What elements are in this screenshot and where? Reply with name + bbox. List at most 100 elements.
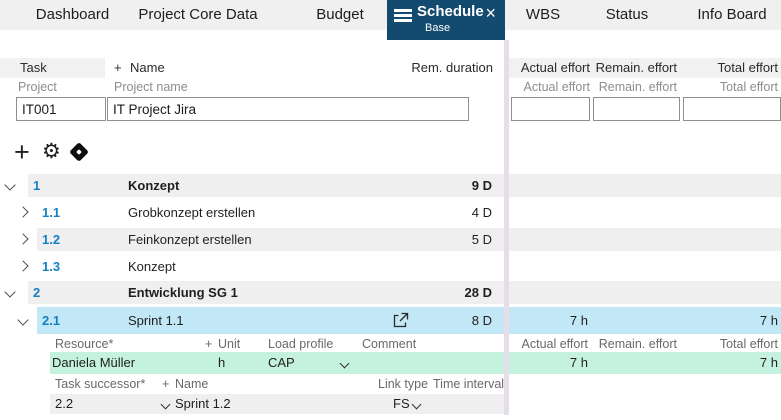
resource-actual-col: Actual effort bbox=[521, 337, 588, 351]
unit-col: Unit bbox=[218, 337, 241, 351]
task-duration: 28 D bbox=[464, 285, 492, 300]
task-number: 1.2 bbox=[42, 232, 61, 247]
close-tab-icon[interactable]: × bbox=[485, 3, 496, 23]
task-number: 2 bbox=[33, 285, 41, 300]
expand-icon[interactable] bbox=[17, 233, 29, 245]
project-total-label: Total effort bbox=[719, 80, 778, 94]
task-name: Konzept bbox=[128, 259, 176, 274]
task-row[interactable]: 2 Entwicklung SG 1 28 D bbox=[0, 281, 781, 304]
active-tab-sublabel: Base bbox=[425, 22, 451, 34]
task-actual-effort: 7 h bbox=[569, 313, 588, 328]
open-task-icon[interactable] bbox=[392, 312, 409, 329]
task-number: 1 bbox=[33, 178, 41, 193]
resource-actual-value: 7 h bbox=[569, 355, 588, 370]
tab-info-board[interactable]: Info Board bbox=[697, 6, 767, 23]
collapse-icon[interactable] bbox=[17, 314, 29, 326]
task-total-effort: 7 h bbox=[759, 313, 778, 328]
row-band-2 bbox=[28, 281, 781, 304]
task-name: Grobkonzept erstellen bbox=[128, 205, 256, 220]
col-rem-duration: Rem. duration bbox=[411, 60, 493, 75]
resource-col: Resource* bbox=[55, 337, 114, 351]
expand-icon[interactable] bbox=[17, 206, 29, 218]
col-actual-effort: Actual effort bbox=[520, 60, 590, 75]
col-name: Name bbox=[130, 60, 165, 75]
successor-row[interactable]: 2.2 Sprint 1.2 FS bbox=[0, 394, 781, 414]
successor-header-row: Task successor* + Name Link type Time in… bbox=[0, 376, 781, 392]
tab-project-core-data[interactable]: Project Core Data bbox=[138, 6, 258, 23]
tab-schedule-active[interactable]: Schedule × Base bbox=[387, 0, 505, 40]
row-band-1 bbox=[28, 174, 781, 197]
task-duration: 5 D bbox=[471, 232, 492, 247]
settings-icon[interactable]: ⚙ bbox=[42, 140, 61, 163]
pane-divider[interactable] bbox=[504, 40, 509, 415]
project-name-label: Project name bbox=[114, 80, 188, 94]
link-type-value[interactable]: FS bbox=[393, 396, 410, 411]
task-duration: 9 D bbox=[471, 178, 492, 193]
collapse-icon[interactable] bbox=[4, 286, 16, 298]
task-row[interactable]: 1.2 Feinkonzept erstellen 5 D bbox=[0, 228, 781, 251]
task-number: 2.1 bbox=[42, 313, 61, 328]
task-row[interactable]: 1.1 Grobkonzept erstellen 4 D bbox=[0, 201, 781, 224]
successor-name-value: Sprint 1.2 bbox=[175, 396, 231, 411]
project-total-effort-input[interactable] bbox=[683, 97, 781, 121]
successor-task-value[interactable]: 2.2 bbox=[55, 396, 74, 411]
milestone-icon[interactable] bbox=[69, 142, 89, 162]
load-profile-dropdown-icon[interactable] bbox=[339, 358, 350, 369]
col-remain-effort: Remain. effort bbox=[595, 60, 677, 75]
add-resource-icon[interactable]: + bbox=[205, 337, 213, 351]
task-number: 1.1 bbox=[42, 205, 61, 220]
task-row-selected[interactable]: 2.1 Sprint 1.1 8 D 7 h 7 h bbox=[0, 307, 781, 334]
tab-budget[interactable]: Budget bbox=[316, 6, 364, 23]
resource-total-value: 7 h bbox=[759, 355, 778, 370]
add-name-column-icon[interactable]: + bbox=[114, 60, 122, 75]
resource-unit: h bbox=[218, 355, 226, 370]
col-task: Task bbox=[20, 60, 47, 75]
successor-dropdown-icon[interactable] bbox=[160, 399, 171, 410]
load-profile-col: Load profile bbox=[268, 337, 334, 351]
task-header-cell-bg bbox=[0, 58, 105, 78]
project-remain-label: Remain. effort bbox=[598, 80, 677, 94]
project-actual-effort-input[interactable] bbox=[511, 97, 590, 121]
task-duration: 4 D bbox=[471, 205, 492, 220]
link-type-col: Link type bbox=[378, 377, 429, 391]
add-successor-icon[interactable]: + bbox=[162, 377, 170, 391]
task-row[interactable]: 1 Konzept 9 D bbox=[0, 174, 781, 197]
resource-header-row: Resource* + Unit Load profile Comment Ac… bbox=[0, 336, 781, 352]
active-tab-label: Schedule bbox=[417, 3, 484, 20]
successor-col: Task successor* bbox=[55, 377, 146, 391]
resource-row-band bbox=[50, 352, 781, 374]
tab-wbs[interactable]: WBS bbox=[525, 6, 561, 23]
project-remain-effort-input[interactable] bbox=[593, 97, 680, 121]
add-task-button[interactable]: + bbox=[14, 137, 30, 167]
expand-icon[interactable] bbox=[17, 260, 29, 272]
time-interval-col: Time interval bbox=[433, 377, 505, 391]
project-row-label: Project bbox=[18, 80, 57, 94]
effort-header-bg bbox=[509, 58, 781, 78]
row-band-1-2 bbox=[37, 228, 781, 251]
project-name-input[interactable] bbox=[107, 97, 469, 121]
row-band-2-1-selected bbox=[37, 307, 781, 334]
tab-dashboard[interactable]: Dashboard bbox=[35, 6, 110, 23]
col-total-effort: Total effort bbox=[717, 60, 778, 75]
resource-total-col: Total effort bbox=[719, 337, 778, 351]
task-number: 1.3 bbox=[42, 259, 61, 274]
project-id-input[interactable] bbox=[16, 97, 106, 121]
resource-row[interactable]: Daniela Müller h CAP 7 h 7 h bbox=[0, 352, 781, 374]
collapse-icon[interactable] bbox=[4, 179, 16, 191]
task-row[interactable]: 1.3 Konzept bbox=[0, 255, 781, 278]
task-name: Konzept bbox=[128, 178, 180, 193]
task-name: Sprint 1.1 bbox=[128, 313, 184, 328]
successor-name-col: Name bbox=[175, 377, 209, 391]
tab-status[interactable]: Status bbox=[605, 6, 649, 23]
resource-name: Daniela Müller bbox=[52, 355, 136, 370]
task-duration: 8 D bbox=[471, 313, 492, 328]
resource-remain-col: Remain. effort bbox=[598, 337, 677, 351]
task-name: Entwicklung SG 1 bbox=[128, 285, 238, 300]
comment-col: Comment bbox=[362, 337, 417, 351]
menu-icon[interactable] bbox=[394, 9, 412, 23]
successor-row-band bbox=[50, 394, 505, 414]
link-type-dropdown-icon[interactable] bbox=[411, 399, 422, 410]
load-profile-value[interactable]: CAP bbox=[268, 355, 295, 370]
project-actual-label: Actual effort bbox=[523, 80, 590, 94]
